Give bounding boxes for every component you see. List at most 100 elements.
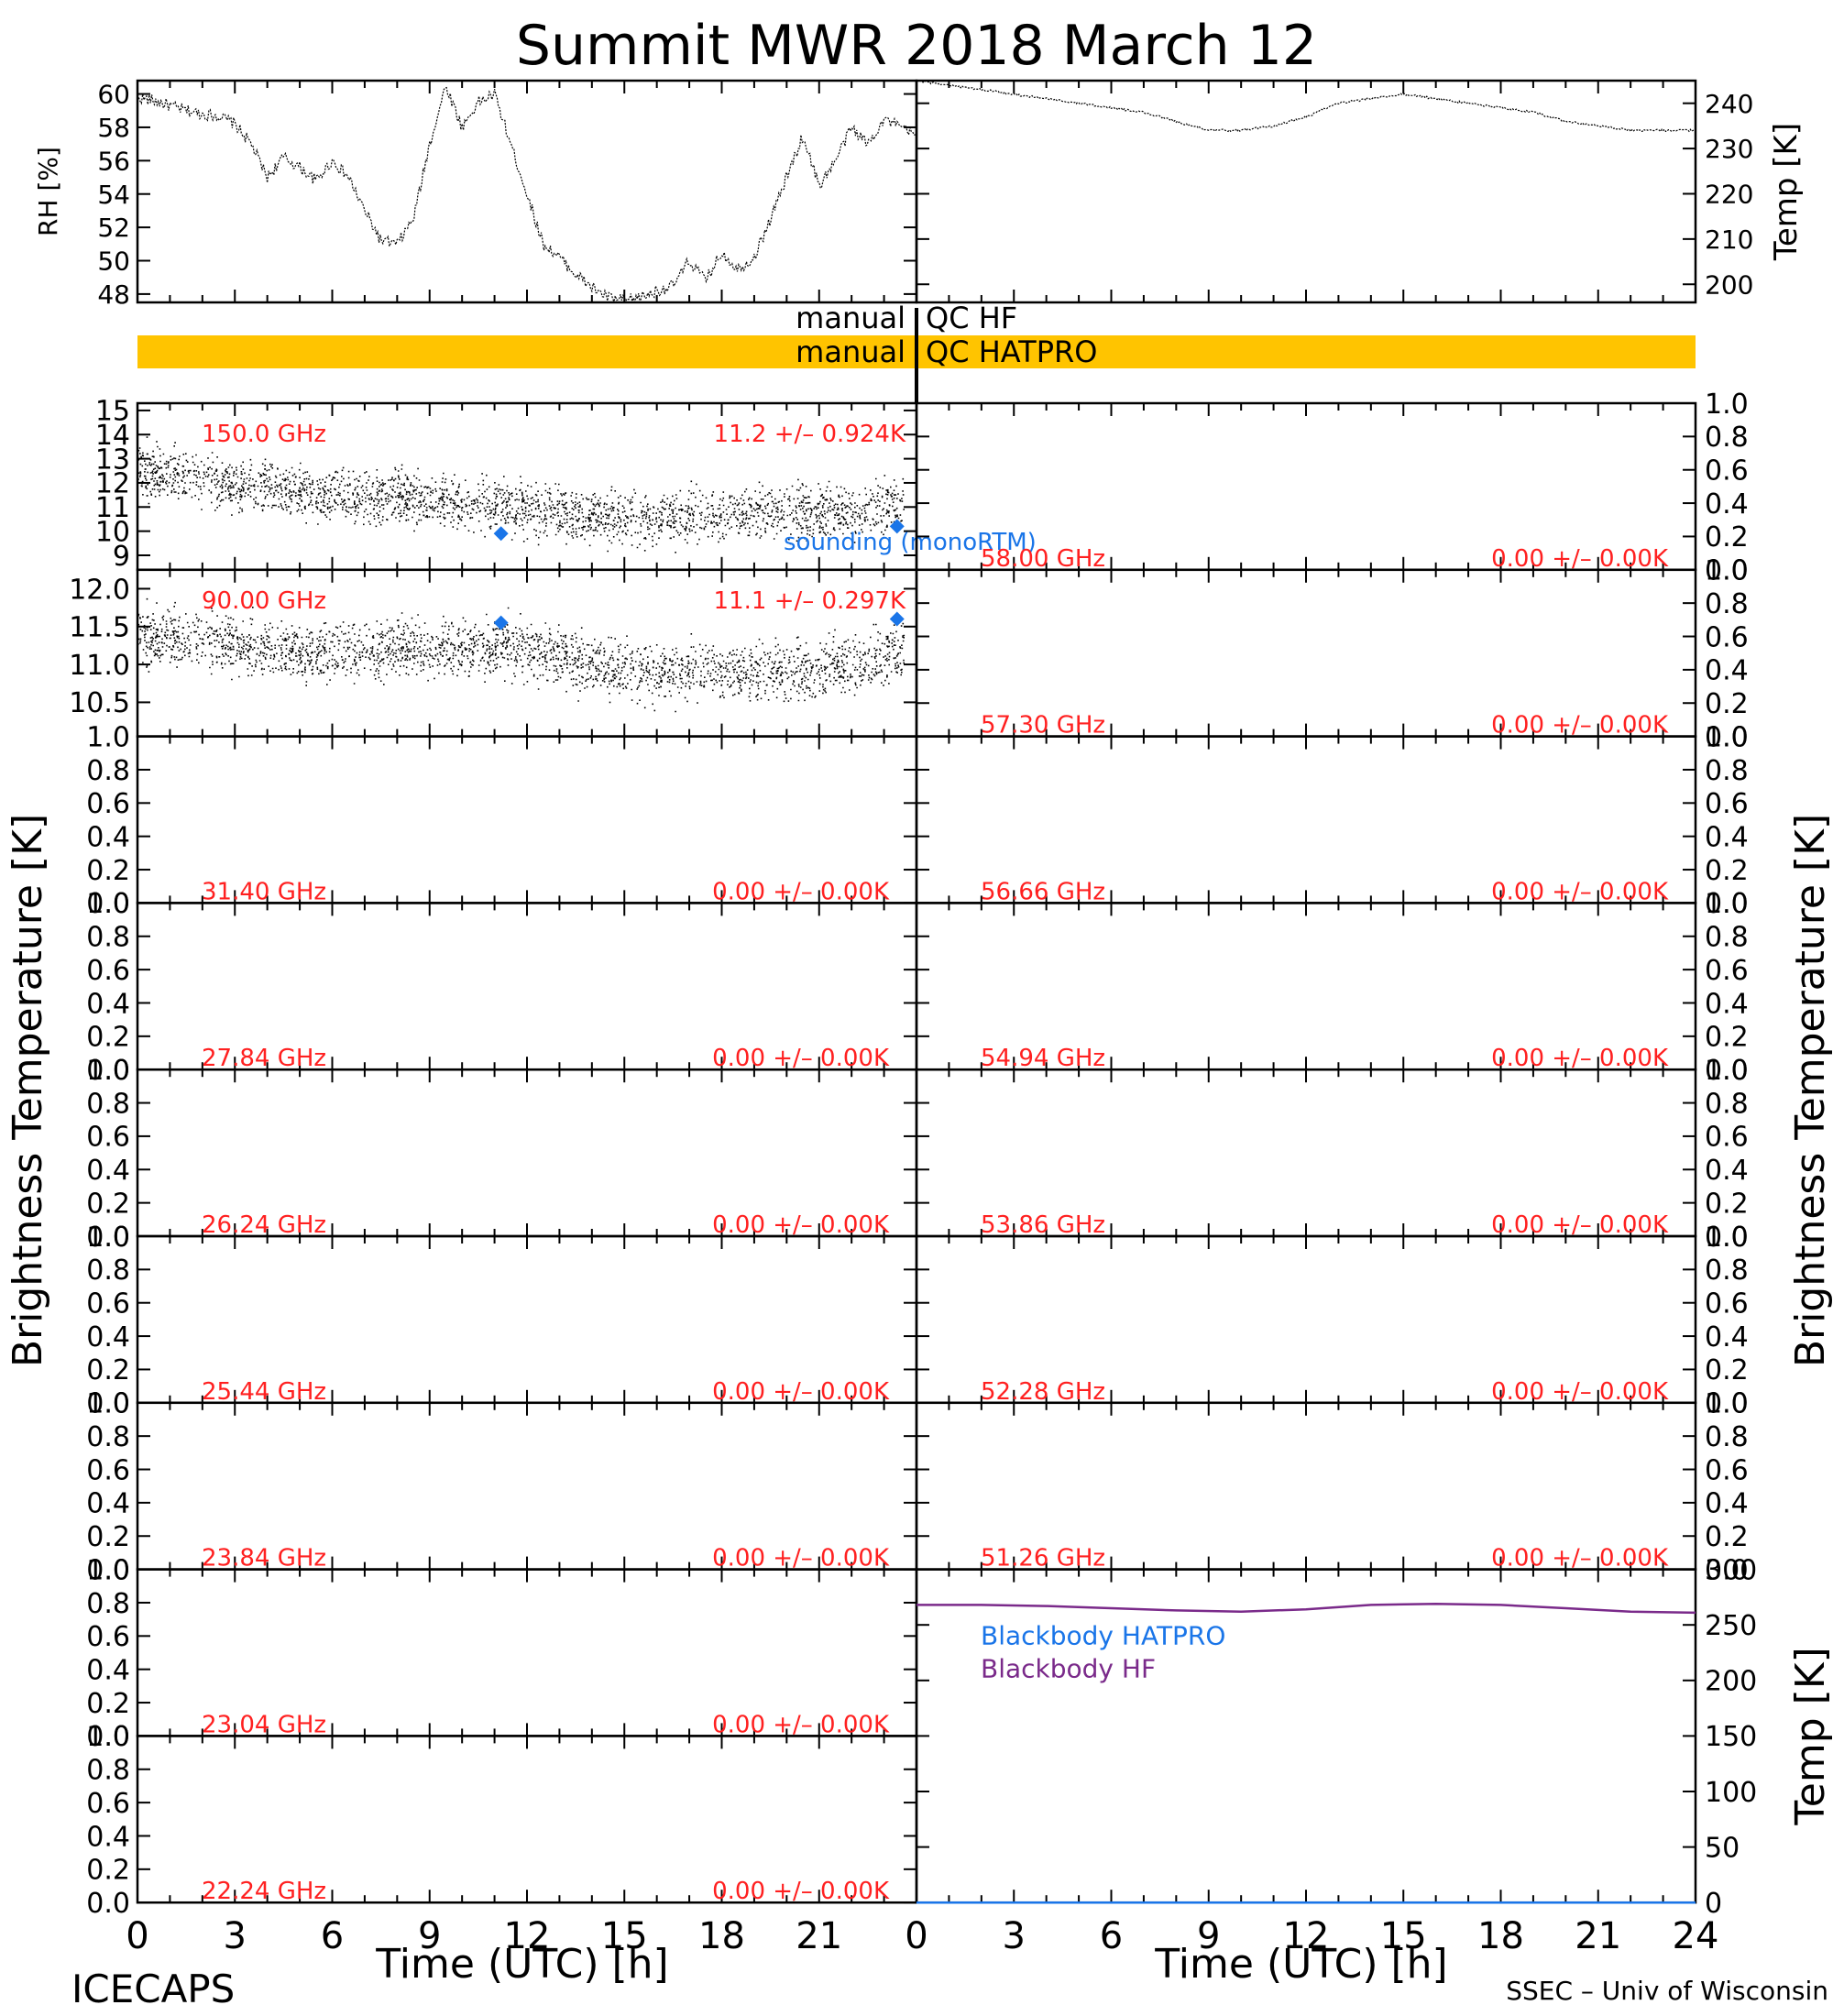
y-tick-label: 12 [95, 468, 130, 500]
ch5730-y-axis: 0.00.20.40.60.81.0 [916, 555, 1749, 753]
y-tick-label: 1.0 [1705, 555, 1749, 587]
ch90-data-points [137, 597, 906, 713]
chart-title: Summit MWR 2018 March 12 [516, 14, 1317, 78]
y-tick-label: 48 [97, 279, 130, 310]
x-tick-label-left: 21 [796, 1915, 842, 1957]
y-tick-label: 9 [113, 541, 130, 573]
y-tick-label: 0.6 [86, 1288, 130, 1320]
ch2624-freq-label: 26.24 GHz [202, 1211, 326, 1239]
qc-hf-label-left: manual [796, 301, 906, 335]
left-time-label: Time (UTC) [h] [375, 1941, 668, 1988]
temp-ylabel: Temp [K] [1768, 123, 1805, 261]
y-tick-label: 0.6 [1705, 1122, 1749, 1154]
y-tick-label: 0.2 [86, 1354, 130, 1386]
ch2784-stat-label: 0.00 +/– 0.00K [712, 1045, 890, 1072]
y-tick-label: 0.6 [86, 788, 130, 820]
ch2224-y-axis: 0.00.20.40.60.81.0 [86, 1721, 916, 1920]
y-tick-label: 200 [1705, 269, 1753, 300]
ch5666-freq-label: 56.66 GHz [981, 878, 1105, 905]
ch3140-x-ticks [137, 736, 917, 904]
y-tick-label: 56 [97, 146, 130, 176]
ch2784-x-ticks [137, 903, 917, 1070]
ch5494-stat-label: 0.00 +/– 0.00K [1491, 1045, 1669, 1072]
y-tick-label: 0.0 [86, 1388, 130, 1420]
y-tick-label: 0.4 [1705, 1488, 1749, 1520]
x-tick-label-left: 9 [418, 1915, 441, 1957]
y-tick-label: 200 [1705, 1666, 1757, 1698]
x-tick-label-right: 3 [1003, 1915, 1026, 1957]
ch5800-stat-label: 0.00 +/– 0.00K [1491, 545, 1669, 573]
y-tick-label: 0.2 [1705, 1521, 1749, 1553]
y-tick-label: 58 [97, 113, 130, 143]
ch3140-stat-label: 0.00 +/– 0.00K [712, 878, 890, 905]
footer-right: SSEC – Univ of Wisconsin [1506, 1976, 1828, 2006]
ch5666-x-ticks [916, 736, 1696, 904]
y-tick-label: 11.5 [69, 612, 130, 644]
y-tick-label: 1.0 [1705, 1055, 1749, 1087]
y-tick-label: 0.8 [1705, 1088, 1749, 1120]
y-tick-label: 0.2 [1705, 521, 1749, 553]
y-tick-label: 0.2 [1705, 688, 1749, 720]
y-tick-label: 1.0 [86, 1222, 130, 1254]
temp-series-line [916, 80, 1696, 133]
y-tick-label: 0.4 [86, 1654, 130, 1686]
y-tick-label: 1.0 [1705, 888, 1749, 920]
y-tick-label: 0.8 [86, 755, 130, 787]
x-tick-label-right: 24 [1673, 1915, 1719, 1957]
y-tick-label: 210 [1705, 225, 1753, 255]
ch5800-freq-label: 58.00 GHz [981, 545, 1105, 573]
x-tick-label-left: 6 [321, 1915, 344, 1957]
x-tick-label-left: 18 [698, 1915, 745, 1957]
x-tick-label-right: 0 [905, 1915, 927, 1957]
rh-series-line [137, 86, 917, 304]
temp-panel-frame [915, 79, 1697, 304]
y-tick-label: 0.0 [1705, 1388, 1749, 1420]
y-tick-label: 60 [97, 80, 130, 110]
x-tick-label-right: 18 [1477, 1915, 1524, 1957]
y-tick-label: 0.6 [86, 1454, 130, 1486]
blackbody-hf-line [916, 1602, 1696, 1615]
y-tick-label: 0.0 [86, 1721, 130, 1753]
right-ylabel: Brightness Temperature [K] [1787, 814, 1833, 1367]
sounding-legend-label: sounding (monoRTM) [784, 529, 1037, 556]
ch2544-freq-label: 25.44 GHz [202, 1378, 326, 1406]
blackbody-y-axis: 0 50 100 150 200 250 300 [916, 1554, 1757, 1920]
y-tick-label: 0.2 [86, 1521, 130, 1553]
y-tick-label: 0.4 [1705, 821, 1749, 853]
y-tick-label: 0.0 [86, 888, 130, 920]
y-tick-label: 0.0 [86, 1222, 130, 1254]
ch3140-y-axis: 0.00.20.40.60.81.0 [86, 721, 916, 920]
ch5800-y-axis: 0.00.20.40.60.81.0 [916, 389, 1749, 587]
y-tick-label: 0.8 [1705, 755, 1749, 787]
x-tick-label-right: 6 [1100, 1915, 1123, 1957]
y-tick-label: 0.0 [86, 1554, 130, 1586]
y-tick-label: 0.4 [86, 1488, 130, 1520]
rh-x-ticks [137, 81, 917, 302]
ch5494-freq-label: 54.94 GHz [981, 1045, 1105, 1072]
y-tick-label: 0.4 [1705, 655, 1749, 687]
y-tick-label: 0.2 [1705, 1022, 1749, 1054]
y-tick-label: 1.0 [1705, 1222, 1749, 1254]
y-tick-label: 0.6 [1705, 788, 1749, 820]
y-tick-label: 0.6 [1705, 955, 1749, 987]
ch2544-y-axis: 0.00.20.40.60.81.0 [86, 1222, 916, 1420]
y-tick-label: 0.4 [86, 1821, 130, 1853]
y-tick-label: 0.8 [1705, 1421, 1749, 1453]
x-tick-label-right: 12 [1283, 1915, 1330, 1957]
ch2784-y-axis: 0.00.20.40.60.81.0 [86, 888, 916, 1087]
x-tick-label-left: 15 [601, 1915, 648, 1957]
y-tick-label: 0.2 [1705, 1188, 1749, 1220]
x-tick-label-right: 15 [1380, 1915, 1427, 1957]
y-tick-label: 1.0 [86, 1388, 130, 1420]
y-tick-label: 0.8 [86, 1088, 130, 1120]
y-tick-label: 0 [1705, 1888, 1722, 1920]
y-tick-label: 10.5 [69, 687, 130, 719]
y-tick-label: 250 [1705, 1610, 1757, 1642]
x-tick-label-right: 21 [1575, 1915, 1621, 1957]
y-tick-label: 0.6 [1705, 621, 1749, 653]
ch5386-y-axis: 0.00.20.40.60.81.0 [916, 1055, 1749, 1254]
blackbody-panel-frame [915, 1568, 1697, 1904]
y-tick-label: 50 [1705, 1832, 1740, 1864]
footer-left: ICECAPS [71, 1967, 235, 2011]
